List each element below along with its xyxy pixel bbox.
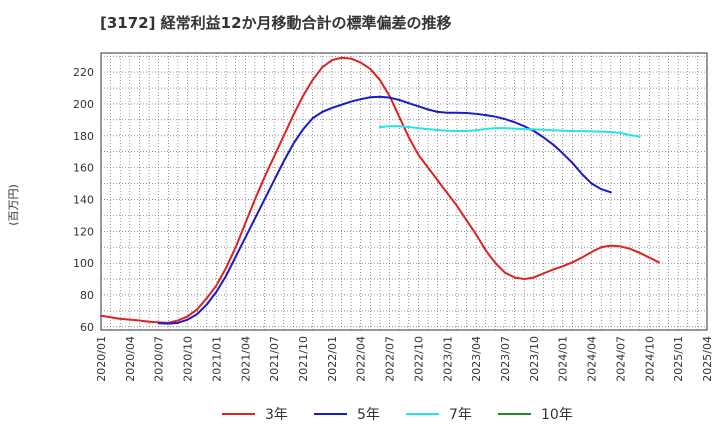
- series-line-5年: [157, 95, 612, 325]
- legend: 3年 5年 7年 10年: [222, 407, 573, 423]
- legend-label: 3年: [265, 407, 288, 423]
- x-tick-label: 2023/10: [528, 336, 541, 382]
- x-tick-label: 2020/04: [124, 336, 137, 382]
- legend-label: 5年: [357, 407, 380, 423]
- legend-label: 10年: [541, 407, 573, 423]
- y-tick-label: 180: [73, 130, 94, 143]
- y-tick-label: 80: [80, 289, 94, 302]
- x-tick-label: 2025/04: [701, 336, 714, 382]
- x-tick-label: 2021/01: [210, 336, 223, 382]
- series-line-3年: [100, 56, 660, 324]
- x-tick-label: 2020/07: [153, 336, 166, 382]
- x-tick-label: 2022/04: [355, 336, 368, 382]
- x-tick-label: 2021/07: [268, 336, 281, 382]
- x-tick-label: 2020/01: [95, 336, 108, 382]
- y-tick-label: 160: [73, 162, 94, 175]
- x-tick-label: 2022/07: [384, 336, 397, 382]
- x-tick-label: 2024/04: [586, 336, 599, 382]
- y-tick-label: 100: [73, 257, 94, 270]
- x-tick-label: 2022/01: [326, 336, 339, 382]
- x-tick-label: 2024/07: [614, 336, 627, 382]
- x-tick-label: 2024/10: [643, 336, 656, 382]
- y-tick-label: 60: [80, 321, 94, 334]
- x-tick-label: 2023/04: [470, 336, 483, 382]
- x-tick-label: 2021/10: [297, 336, 310, 382]
- y-tick-label: 140: [73, 193, 94, 206]
- y-axis-label: (百万円): [7, 184, 20, 226]
- x-tick-label: 2021/04: [239, 336, 252, 382]
- legend-label: 7年: [449, 407, 472, 423]
- plot-area: [100, 52, 708, 331]
- x-tick-label: 2023/07: [499, 336, 512, 382]
- series-layer: [100, 56, 660, 325]
- x-tick-label: 2023/01: [441, 336, 454, 382]
- grid-layer: [100, 52, 708, 331]
- x-tick-label: 2024/01: [557, 336, 570, 382]
- x-tick-label: 2022/10: [412, 336, 425, 382]
- y-tick-label: 120: [73, 225, 94, 238]
- x-tick-label: 2025/01: [672, 336, 685, 382]
- y-tick-label: 220: [73, 66, 94, 79]
- y-tick-label: 200: [73, 98, 94, 111]
- chart-title: [3172] 経常利益12か月移動合計の標準偏差の推移: [100, 14, 452, 32]
- x-tick-label: 2020/10: [182, 336, 195, 382]
- series-line-7年: [378, 125, 641, 138]
- axis-layer: 60 80 100 120 140 160 180 200 220 2020/01 2020/04 2…: [73, 66, 714, 382]
